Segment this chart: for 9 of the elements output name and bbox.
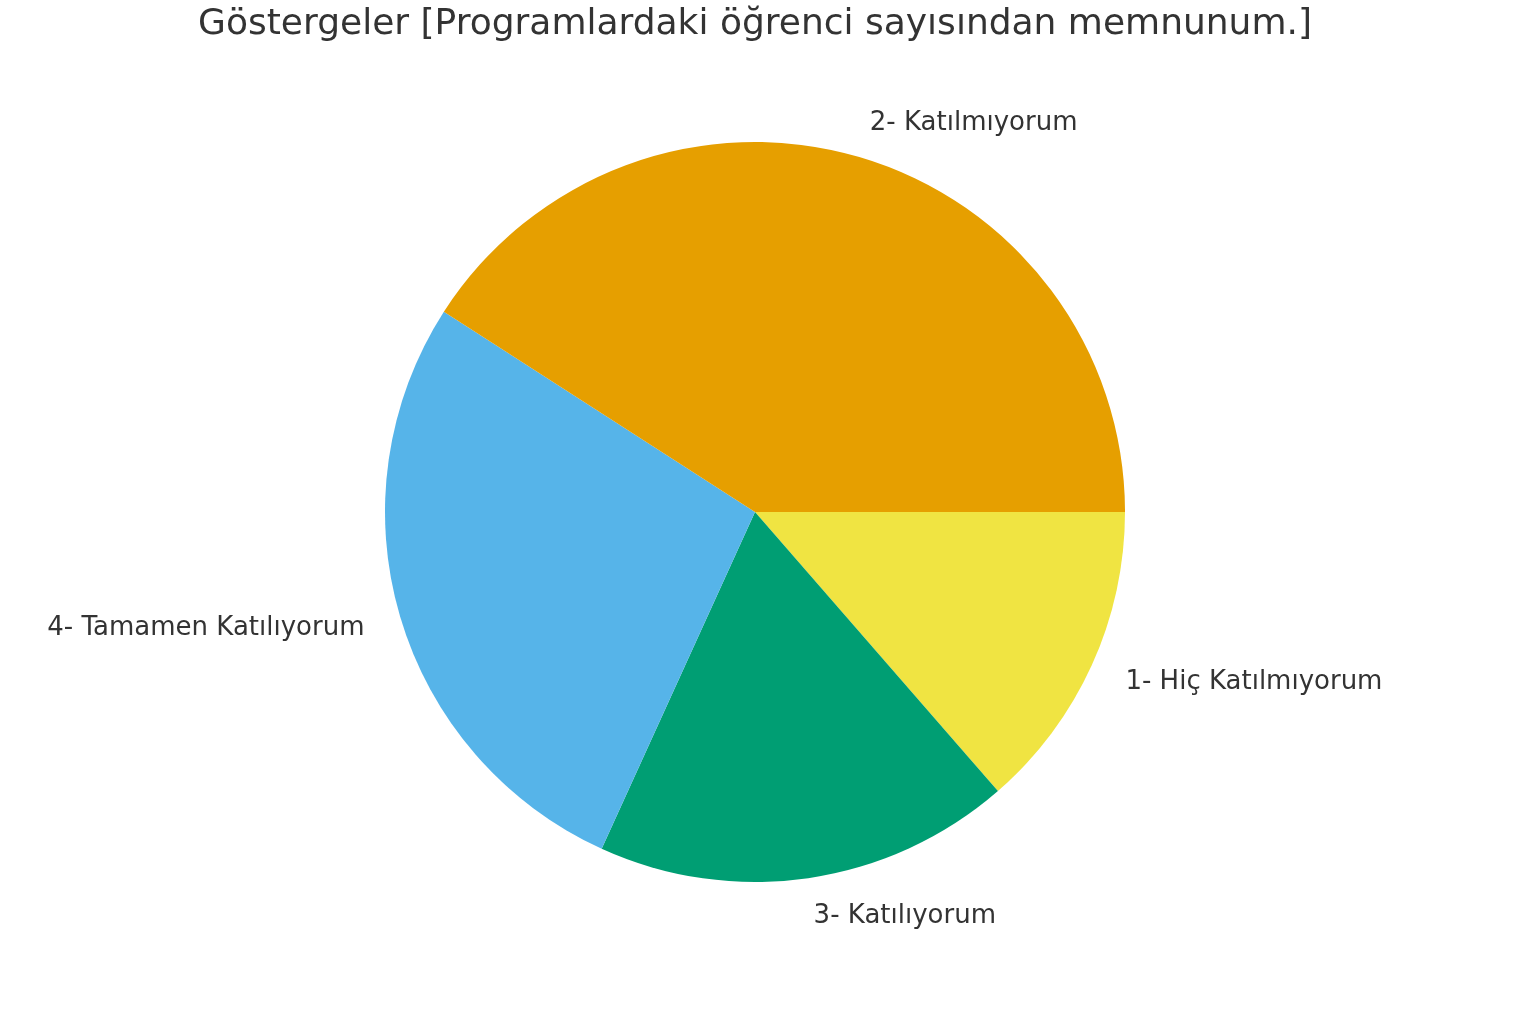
slice-label: 3- Katılıyorum [813, 898, 996, 929]
chart-title: Göstergeler [Programlardaki öğrenci sayısından memnunum.] [198, 1, 1312, 42]
pie-slice [443, 142, 1125, 512]
pie-slice [755, 512, 1125, 792]
pie-slice [385, 311, 755, 849]
slice-label: 2- Katılmıyorum [869, 105, 1078, 136]
slice-label: 4- Tamamen Katılıyorum [47, 610, 365, 641]
slice-label: 1- Hiç Katılmıyorum [1125, 664, 1383, 695]
pie-slice [601, 512, 998, 882]
